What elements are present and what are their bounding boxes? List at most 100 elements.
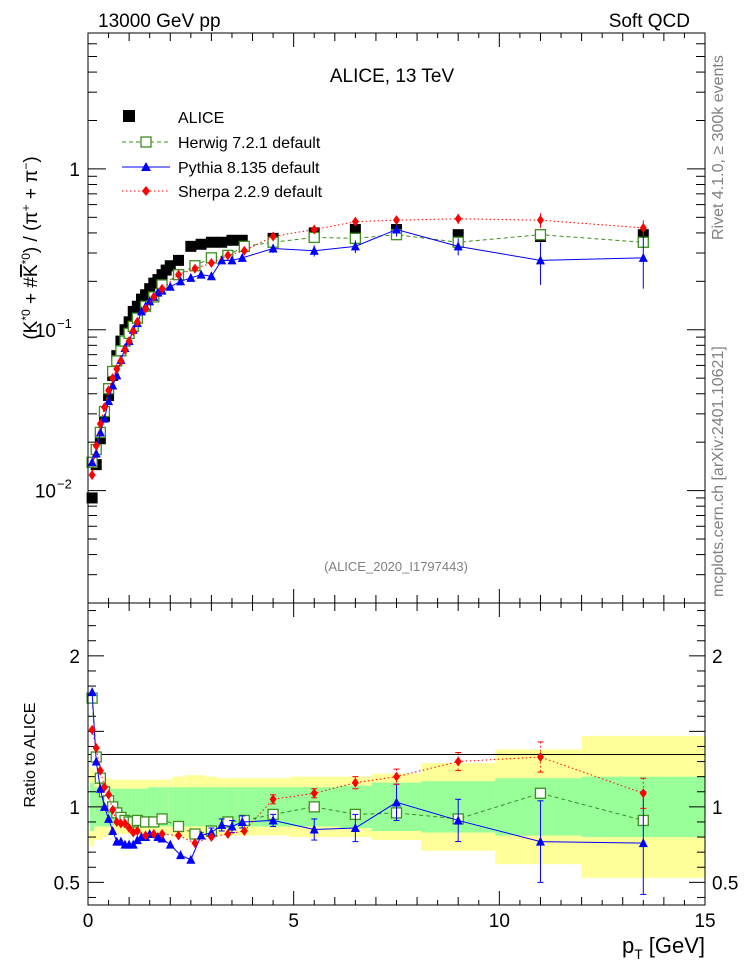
data-point [186, 272, 196, 282]
x-axis-label-p: p [622, 933, 634, 958]
ratio-point [196, 830, 206, 840]
y-tick-label-exp: −1 [57, 316, 72, 331]
ratio-point [393, 771, 400, 782]
alice-point [86, 492, 98, 504]
legend-label-alice: ALICE [178, 110, 224, 127]
legend: ALICE Herwig 7.2.1 default Pythia 8.135 … [122, 110, 323, 201]
x-axis-label: pT [GeV] [622, 933, 705, 962]
ratio-point [309, 824, 319, 834]
ratio-point [91, 756, 101, 766]
ratio-point [132, 835, 142, 845]
x-tick-label: 15 [694, 911, 715, 932]
ratio-point [240, 826, 248, 837]
data-point [165, 281, 175, 291]
ratio-y-tick-label-right: 0.5 [712, 873, 738, 894]
y-tick-label-exp: −2 [57, 477, 72, 492]
data-point [145, 296, 155, 306]
ratio-point [87, 687, 97, 697]
band-inner [197, 787, 206, 827]
ratio-y-tick-label: 2 [69, 647, 80, 668]
alice-point [452, 229, 464, 241]
ratio-point [268, 815, 278, 825]
data-point [136, 306, 146, 316]
ratio-point [158, 829, 166, 840]
data-point [535, 255, 545, 265]
ratio-point [639, 788, 647, 799]
legend-marker-herwig [140, 136, 152, 148]
data-point [142, 303, 150, 314]
ratio-point [133, 826, 141, 837]
ratio-y-tick-label: 1 [69, 798, 80, 819]
data-point [129, 326, 137, 337]
legend-label-pythia: Pythia 8.135 default [178, 160, 320, 177]
data-point [393, 215, 400, 226]
data-point [392, 224, 401, 234]
band-inner [155, 787, 160, 827]
ratio-point [95, 783, 105, 793]
analysis-id: (ALICE_2020_I1797443) [324, 559, 468, 574]
data-point [87, 457, 97, 467]
ratio-y-axis-label: Ratio to ALICE [22, 703, 39, 808]
band-inner [217, 787, 226, 827]
alice-point [185, 240, 197, 252]
alice-point [131, 300, 143, 312]
ratio-point [92, 742, 100, 753]
x-tick-label: 0 [83, 911, 94, 932]
data-point [224, 250, 232, 261]
band-inner [184, 787, 198, 827]
data-point [99, 413, 109, 423]
ratio-point [174, 830, 182, 841]
legend-marker-sherpa [142, 186, 150, 196]
ratio-point [128, 839, 138, 849]
ratio-point [308, 801, 320, 813]
ratio-point [207, 832, 215, 843]
ratio-point [227, 821, 237, 831]
data-point [91, 448, 101, 458]
series-layer [86, 213, 649, 895]
band-inner [238, 787, 247, 827]
band-inner [159, 787, 165, 827]
alice-point [164, 260, 176, 272]
band-inner [151, 787, 156, 827]
data-point [269, 231, 277, 242]
ratio-point [454, 756, 462, 767]
ratio-point [109, 804, 117, 815]
ratio-panel-frame [87, 602, 706, 906]
ratio-point [224, 829, 232, 840]
ratio-point [310, 788, 318, 799]
x-axis-label-unit: [GeV] [649, 933, 705, 958]
data-point [100, 402, 108, 413]
ratio-point [117, 818, 125, 829]
ratio-point [350, 822, 360, 832]
band-inner [127, 788, 132, 825]
data-point [125, 336, 133, 347]
legend-marker-pythia [141, 162, 151, 171]
legend-marker-alice [123, 110, 135, 122]
data-point [108, 380, 118, 390]
ratio-point [99, 801, 109, 811]
ratio-point [237, 816, 247, 826]
band-inner [131, 788, 136, 825]
alice-point [94, 433, 106, 445]
alice-point [226, 234, 238, 246]
alice-point [349, 224, 361, 236]
ratio-point [535, 836, 545, 846]
header-right: Soft QCD [609, 11, 690, 32]
data-point [310, 224, 318, 235]
ratio-point [156, 813, 168, 825]
ratio-point [125, 822, 133, 833]
ratio-y-tick-label-right: 2 [712, 647, 723, 668]
ratio-point [105, 789, 113, 800]
ratio-point [100, 782, 108, 793]
ratio-point [536, 752, 544, 763]
band-inner [172, 787, 185, 827]
ratio-y-tick-label: 0.5 [54, 873, 80, 894]
data-point [191, 263, 199, 274]
legend-label-herwig: Herwig 7.2.1 default [178, 135, 321, 152]
data-point [105, 385, 113, 396]
x-tick-label: 5 [288, 911, 299, 932]
data-point [150, 291, 158, 302]
ratio-point [88, 724, 96, 735]
